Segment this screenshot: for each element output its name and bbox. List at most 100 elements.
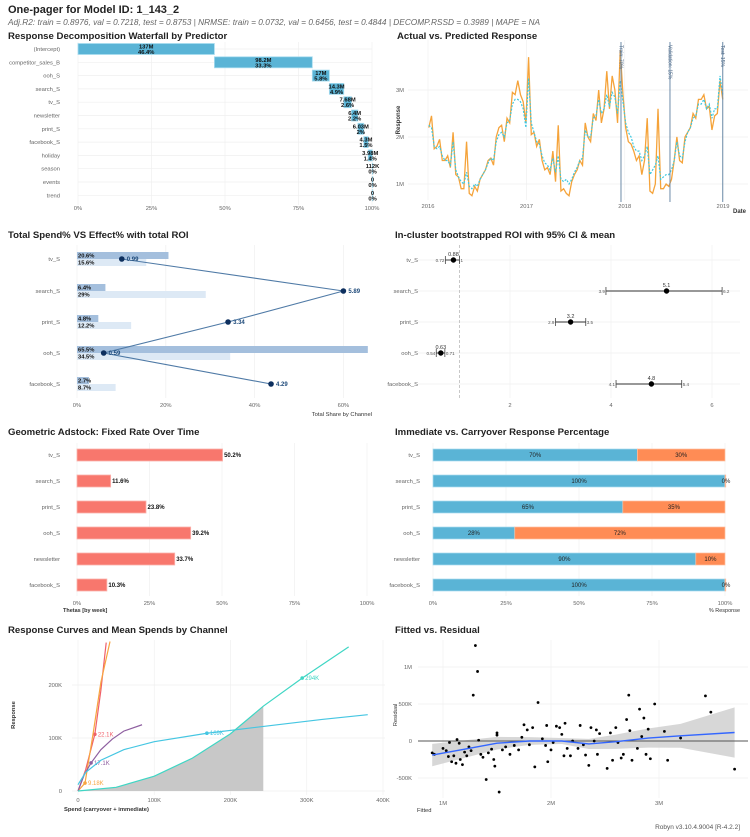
y-axis-label: Response	[11, 700, 17, 728]
ci-high-label: 5.4	[683, 382, 690, 387]
category-label: facebook_S	[29, 583, 60, 589]
residual-point	[533, 765, 537, 769]
mean-spend-label: 22.1K	[98, 732, 114, 738]
residual-point	[452, 754, 456, 758]
waterfall-bar	[371, 189, 374, 202]
model-metrics-subtitle: Adj.R2: train = 0.8976, val = 0.7218, te…	[8, 17, 541, 27]
residual-point	[584, 753, 587, 757]
category-label: tv_S	[406, 258, 418, 264]
category-label: print_S	[42, 127, 61, 133]
residual-point	[430, 751, 434, 755]
waterfall-bar	[311, 69, 330, 82]
residual-point	[646, 727, 650, 731]
bar-value-label: 17M	[315, 71, 326, 77]
category-label: facebook_S	[389, 583, 420, 589]
y-axis-label: Response	[396, 105, 402, 134]
residual-point	[461, 763, 464, 767]
split-label: Test: 15%	[719, 45, 725, 68]
residual-point	[704, 694, 707, 698]
bar-percent-label: 2.2%	[348, 117, 361, 123]
category-label: holiday	[42, 153, 60, 159]
residual-point	[592, 739, 596, 743]
spend-share-label: 65.5%	[78, 348, 94, 354]
waterfall-bar	[328, 83, 345, 95]
roi-label: 5.89	[348, 289, 360, 295]
roi-label: 0.59	[109, 351, 121, 357]
carryover-bar	[514, 526, 726, 540]
bar-percent-label: 5.8%	[314, 77, 327, 83]
roi-mean-point	[567, 319, 574, 325]
split-label: Train: 70%	[617, 45, 623, 70]
effect-share-label: 12.2%	[78, 324, 94, 330]
bar-percent-label: 4.9%	[330, 90, 343, 96]
bar-percent-label: 0%	[368, 170, 376, 176]
roi-mean-label: 0.88	[448, 252, 459, 258]
immediate-label: 28%	[468, 531, 481, 537]
residual-point	[733, 767, 736, 771]
mean-spend-point	[93, 732, 97, 737]
category-label: search_S	[36, 87, 61, 93]
roi-point	[225, 319, 231, 325]
confidence-band	[432, 707, 735, 767]
x-axis-label: Total Share by Channel	[312, 412, 372, 418]
category-label: (Intercept)	[34, 47, 60, 53]
roi-mean-point	[438, 350, 444, 356]
x-tick-label: 0%	[429, 601, 437, 607]
actual-vs-predicted-title: Actual vs. Predicted Response	[397, 31, 538, 42]
x-tick-label: 0%	[73, 403, 81, 409]
residual-point	[546, 760, 550, 764]
x-tick-label: 25%	[146, 206, 158, 212]
bar-value-label: 112K	[366, 164, 380, 170]
residual-point	[441, 747, 445, 750]
waterfall-bar	[343, 96, 352, 109]
x-tick-label: 25%	[144, 601, 156, 607]
residual-point	[551, 741, 555, 744]
x-tick-label: 75%	[646, 601, 658, 607]
carryover-label: 30%	[675, 453, 688, 459]
spend-vs-effect-title: Total Spend% VS Effect% with total ROI	[8, 230, 189, 241]
residual-point	[492, 758, 496, 761]
residual-point	[476, 670, 479, 673]
x-tick-label: 0%	[74, 206, 82, 212]
x-tick-label: 60%	[338, 403, 350, 409]
residual-point	[679, 736, 682, 740]
x-tick-label: 2016	[422, 204, 435, 210]
category-label: ooh_S	[43, 74, 60, 80]
residual-point	[447, 755, 450, 758]
spend-share-bar	[77, 346, 368, 353]
x-tick-label: 20%	[160, 403, 172, 409]
y-tick-label: -500K	[397, 776, 413, 782]
mean-spend-label: 169K	[210, 731, 224, 737]
carryover-bar	[695, 552, 726, 566]
adstock-bar	[76, 578, 108, 592]
category-label: tv_S	[48, 257, 60, 263]
adstock-bar	[76, 474, 112, 488]
spend-share-bar	[77, 284, 106, 291]
mean-spend-point	[205, 731, 209, 736]
category-label: newsletter	[34, 557, 60, 563]
ci-low-label: 0.72	[436, 258, 445, 263]
spend-share-label: 4.8%	[78, 317, 91, 323]
effect-share-bar	[77, 353, 231, 360]
category-label: newsletter	[34, 114, 60, 120]
actual-line	[428, 50, 724, 197]
residual-point	[598, 732, 601, 735]
residual-point	[540, 737, 544, 741]
x-axis-label: Date	[733, 209, 747, 215]
bar-percent-label: 33.3%	[255, 63, 271, 69]
y-tick-label: 1M	[404, 665, 412, 671]
mean-spend-label: 17.1K	[94, 761, 110, 767]
x-tick-label: 40%	[249, 403, 261, 409]
immediate-label: 100%	[571, 583, 587, 589]
residual-point	[444, 749, 448, 753]
adstock-bar	[76, 526, 192, 540]
roi-point	[100, 350, 107, 356]
residual-point	[625, 718, 628, 721]
bar-percent-label: 0%	[368, 183, 376, 189]
residual-point	[508, 752, 512, 756]
bar-value-label: 0	[371, 191, 374, 197]
x-tick-label: 50%	[219, 206, 231, 212]
residual-point	[450, 760, 454, 764]
x-axis-label: Fitted	[417, 808, 432, 814]
roi-line	[103, 258, 344, 385]
